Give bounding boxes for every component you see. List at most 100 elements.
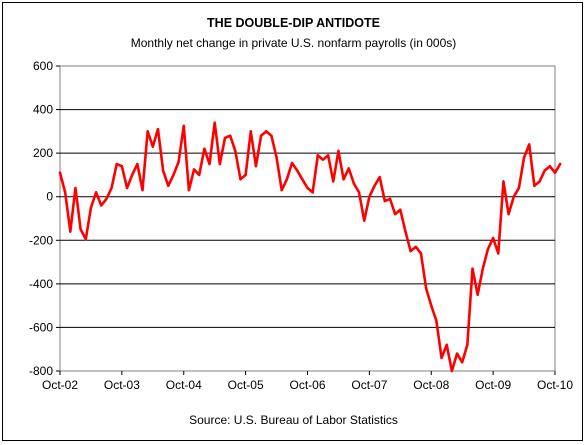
data-point — [74, 186, 77, 190]
data-point — [239, 178, 242, 181]
data-point — [151, 145, 155, 148]
data-point — [141, 188, 144, 192]
data-point — [368, 195, 371, 198]
data-point — [301, 178, 304, 181]
data-point — [136, 162, 139, 166]
data-point — [352, 182, 356, 185]
data-point — [270, 134, 273, 137]
data-point — [115, 162, 118, 166]
data-point — [156, 127, 160, 131]
data-point — [491, 236, 495, 240]
chart-title: THE DOUBLE-DIP ANTIDOTE — [207, 16, 380, 30]
data-point — [558, 162, 562, 166]
x-tick-label: Oct-06 — [289, 378, 325, 392]
data-point — [481, 267, 485, 270]
data-point — [502, 180, 505, 183]
data-point — [424, 287, 428, 290]
data-point — [409, 249, 412, 253]
data-point — [203, 147, 206, 150]
y-tick-label: -800 — [29, 364, 53, 378]
data-point — [455, 352, 459, 355]
data-point — [553, 171, 557, 174]
data-point — [533, 184, 536, 188]
data-point — [517, 186, 521, 190]
y-tick-label: 400 — [33, 103, 53, 117]
y-tick-label: 0 — [46, 190, 53, 204]
data-point — [84, 237, 87, 241]
chart-subtitle: Monthly net change in private U.S. nonfa… — [130, 36, 457, 50]
data-point — [522, 156, 526, 159]
data-point — [414, 245, 417, 249]
data-point — [466, 343, 469, 347]
data-point — [316, 154, 320, 157]
y-tick-label: -200 — [29, 233, 53, 247]
data-point — [476, 293, 479, 296]
data-point — [347, 167, 350, 170]
data-point — [161, 169, 165, 172]
data-point — [228, 134, 232, 137]
data-point — [460, 361, 464, 364]
y-tick-label: -400 — [29, 277, 53, 291]
x-tick-label: Oct-05 — [228, 378, 264, 392]
y-tick-label: -600 — [29, 320, 53, 334]
data-point — [125, 186, 129, 190]
data-point — [326, 154, 330, 157]
data-point — [213, 121, 216, 124]
data-point — [110, 186, 113, 190]
data-point — [275, 156, 278, 159]
x-tick-label: Oct-04 — [166, 378, 202, 392]
data-point — [130, 173, 134, 177]
data-point — [254, 165, 258, 168]
data-point — [393, 212, 397, 216]
data-point — [187, 188, 191, 192]
data-point — [337, 149, 340, 153]
data-point — [167, 184, 170, 188]
data-point — [378, 175, 381, 179]
data-point — [198, 173, 201, 177]
data-point — [208, 162, 211, 166]
data-point — [430, 304, 433, 307]
y-tick-label: 200 — [33, 146, 53, 160]
data-point — [146, 130, 149, 133]
data-point — [265, 130, 268, 133]
x-tick-label: Oct-07 — [351, 378, 387, 392]
data-point — [79, 228, 82, 231]
data-point — [172, 173, 175, 177]
data-point — [497, 252, 500, 255]
data-point — [450, 369, 454, 373]
data-point — [182, 124, 185, 128]
data-point — [357, 191, 361, 194]
data-point — [306, 186, 309, 190]
data-point — [177, 160, 180, 164]
x-tick-label: Oct-08 — [413, 378, 449, 392]
chart-source: Source: U.S. Bureau of Labor Statistics — [189, 413, 398, 427]
data-point — [435, 319, 438, 323]
data-point — [321, 158, 325, 161]
data-point — [332, 180, 335, 183]
data-point — [528, 143, 531, 146]
x-tick-label: Oct-09 — [475, 378, 511, 392]
data-point — [507, 212, 510, 216]
data-point — [192, 168, 196, 171]
y-tick-label: 600 — [33, 59, 53, 73]
data-point — [373, 184, 376, 188]
data-point — [538, 180, 541, 183]
data-point — [440, 356, 443, 360]
data-point — [342, 178, 345, 181]
x-axis: Oct-02 Oct-03 Oct-04 Oct-05 Oct-06 Oct-07 Oct-… — [42, 371, 573, 392]
data-point — [63, 191, 67, 194]
data-point — [69, 230, 72, 233]
data-point — [486, 247, 490, 251]
data-point — [120, 165, 124, 168]
plot-area — [59, 65, 556, 372]
data-point — [311, 191, 314, 194]
x-tick-label: Oct-10 — [537, 378, 573, 392]
series-line-0 — [58, 121, 562, 373]
x-tick-label: Oct-02 — [42, 378, 78, 392]
data-point — [445, 343, 448, 347]
data-point — [404, 230, 407, 233]
data-point — [249, 130, 252, 133]
data-point — [58, 171, 62, 174]
data-point — [548, 165, 552, 168]
